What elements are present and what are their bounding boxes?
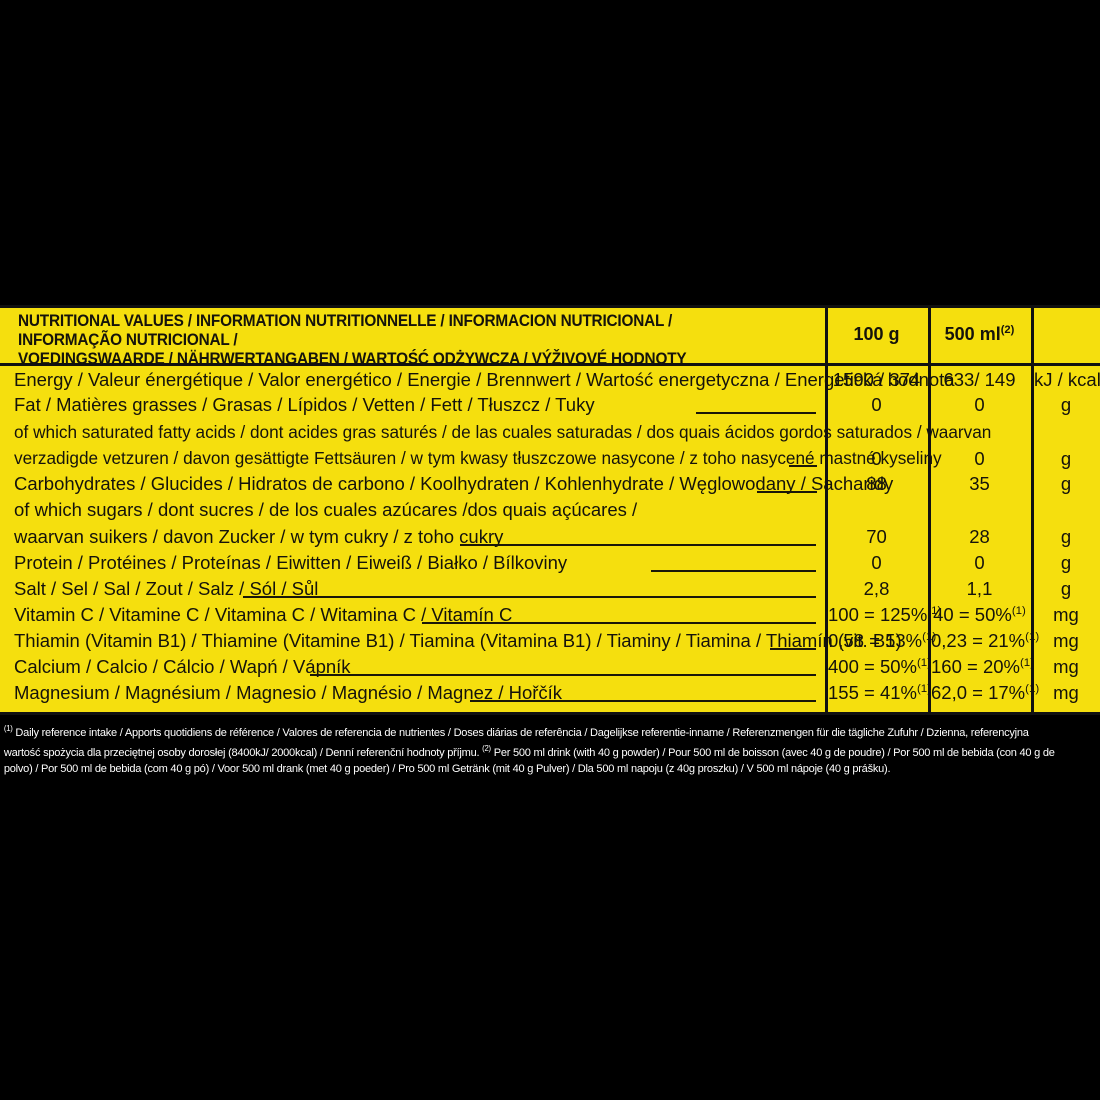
row-value-fat-500ml: 0: [974, 394, 985, 415]
row-value-energy-100g: 1590 / 374: [832, 369, 921, 390]
row-unit-sugars: g: [1060, 526, 1072, 547]
row-value-vitamin-c-500ml: 40 = 50%(1): [933, 604, 1026, 625]
row-unit-calcium: mg: [1053, 656, 1079, 677]
footnote-marker-1: (1): [3, 724, 13, 733]
row-label-protein: Protein / Protéines / Proteínas / Eiwitt…: [14, 552, 568, 573]
panel-top-rule: [0, 305, 1100, 308]
row-label-salt: Salt / Sel / Sal / Zout / Salz / Sól / S…: [14, 578, 319, 599]
footnote-marker-2: (2): [482, 744, 491, 754]
row-label-calcium: Calcium / Calcio / Cálcio / Wapń / Vápní…: [14, 656, 351, 677]
row-label-saturates-line1: of which saturated fatty acids / dont ac…: [14, 422, 992, 442]
leader-line-protein: [651, 570, 816, 572]
row-label-energy: Energy / Valeur énergétique / Valor ener…: [14, 369, 955, 390]
leader-line-magnesium: [470, 700, 816, 702]
leader-line-vitamin-c: [422, 622, 816, 624]
footnote-block: (1) Daily reference intake / Apports quo…: [0, 719, 1067, 777]
row-value-protein-100g: 0: [871, 552, 882, 573]
row-label-fat: Fat / Matières grasses / Grasas / Lípido…: [14, 394, 595, 415]
row-label-carbohydrates: Carbohydrates / Glucides / Hidratos de c…: [14, 473, 894, 494]
row-label-magnesium: Magnesium / Magnésium / Magnesio / Magné…: [14, 682, 563, 703]
column-header-500ml: 500 ml(2): [944, 323, 1015, 344]
leader-line-calcium: [310, 674, 816, 676]
row-unit-protein: g: [1060, 552, 1072, 573]
row-unit-saturates: g: [1060, 448, 1072, 469]
leader-line-thiamin: [770, 648, 816, 650]
nutrient-rows: Energy / Valeur énergétique / Valor ener…: [0, 366, 1100, 715]
leader-line-fat: [696, 412, 816, 414]
table-header: NUTRITIONAL VALUES / INFORMATION NUTRITI…: [0, 305, 825, 368]
leader-line-sugars: [460, 544, 816, 546]
row-value-thiamin-500ml: 0,23 = 21%(1): [931, 630, 1040, 651]
header-title-line1: NUTRITIONAL VALUES / INFORMATION NUTRITI…: [18, 312, 673, 349]
row-value-sugars-500ml: 28: [969, 526, 990, 547]
row-unit-energy: kJ / kcal: [1034, 369, 1100, 390]
row-value-sugars-100g: 70: [866, 526, 887, 547]
header-bottom-rule: [0, 363, 1100, 366]
column-divider-1: [825, 305, 828, 712]
row-value-magnesium-500ml: 62,0 = 17%(1): [931, 682, 1040, 703]
row-value-saturates-500ml: 0: [974, 448, 985, 469]
leader-line-carbohydrates: [757, 491, 817, 493]
row-value-saturates-100g: 0: [871, 448, 882, 469]
row-unit-magnesium: mg: [1053, 682, 1079, 703]
row-unit-thiamin: mg: [1053, 630, 1079, 651]
panel-bottom-rule: [0, 712, 1100, 715]
column-divider-2: [928, 305, 931, 712]
row-value-fat-100g: 0: [871, 394, 882, 415]
header-title-block: NUTRITIONAL VALUES / INFORMATION NUTRITI…: [18, 312, 753, 369]
row-value-calcium-100g: 400 = 50%(1): [828, 656, 932, 677]
leader-line-saturates: [789, 465, 817, 467]
leader-line-salt: [243, 596, 816, 598]
row-label-sugars-line2: waarvan suikers / davon Zucker / w tym c…: [14, 526, 504, 547]
row-value-vitamin-c-100g: 100 = 125%(1): [828, 604, 942, 625]
row-value-salt-100g: 2,8: [863, 578, 890, 599]
column-header-unit: [1034, 305, 1098, 363]
row-value-calcium-500ml: 160 = 20%(1): [931, 656, 1035, 677]
row-value-carbohydrates-100g: 88: [866, 473, 887, 494]
column-header-100g: 100 g: [853, 323, 900, 344]
row-label-sugars-line1: of which sugars / dont sucres / de los c…: [14, 499, 638, 520]
row-value-protein-500ml: 0: [974, 552, 985, 573]
row-label-thiamin: Thiamin (Vitamin B1) / Thiamine (Vitamin…: [14, 630, 902, 651]
row-value-magnesium-100g: 155 = 41%(1): [828, 682, 932, 703]
row-unit-carbohydrates: g: [1060, 473, 1072, 494]
row-unit-fat: g: [1060, 394, 1072, 415]
row-value-energy-500ml: 633/ 149: [943, 369, 1016, 390]
row-unit-vitamin-c: mg: [1053, 604, 1079, 625]
footnote-ref-2: (2): [1000, 323, 1015, 336]
row-label-saturates-line2: verzadigde vetzuren / davon gesättigte F…: [14, 448, 942, 468]
row-value-salt-500ml: 1,1: [966, 578, 993, 599]
row-value-carbohydrates-500ml: 35: [969, 473, 990, 494]
nutrition-panel: NUTRITIONAL VALUES / INFORMATION NUTRITI…: [0, 305, 1100, 715]
header-title-line2: VOEDINGSWAARDE / NÄHRWERTANGABEN / WARTO…: [18, 350, 687, 368]
row-value-thiamin-100g: 0,58 = 53%(1): [828, 630, 937, 651]
column-divider-3: [1031, 305, 1034, 712]
footnote-text-2: Per 500 ml drink (with 40 g powder) / Po…: [3, 747, 1055, 775]
footnote-text-1: Daily reference intake / Apports quotidi…: [3, 726, 1029, 760]
row-label-vitamin-c: Vitamin C / Vitamine C / Vitamina C / Wi…: [14, 604, 513, 625]
row-unit-salt: g: [1060, 578, 1072, 599]
